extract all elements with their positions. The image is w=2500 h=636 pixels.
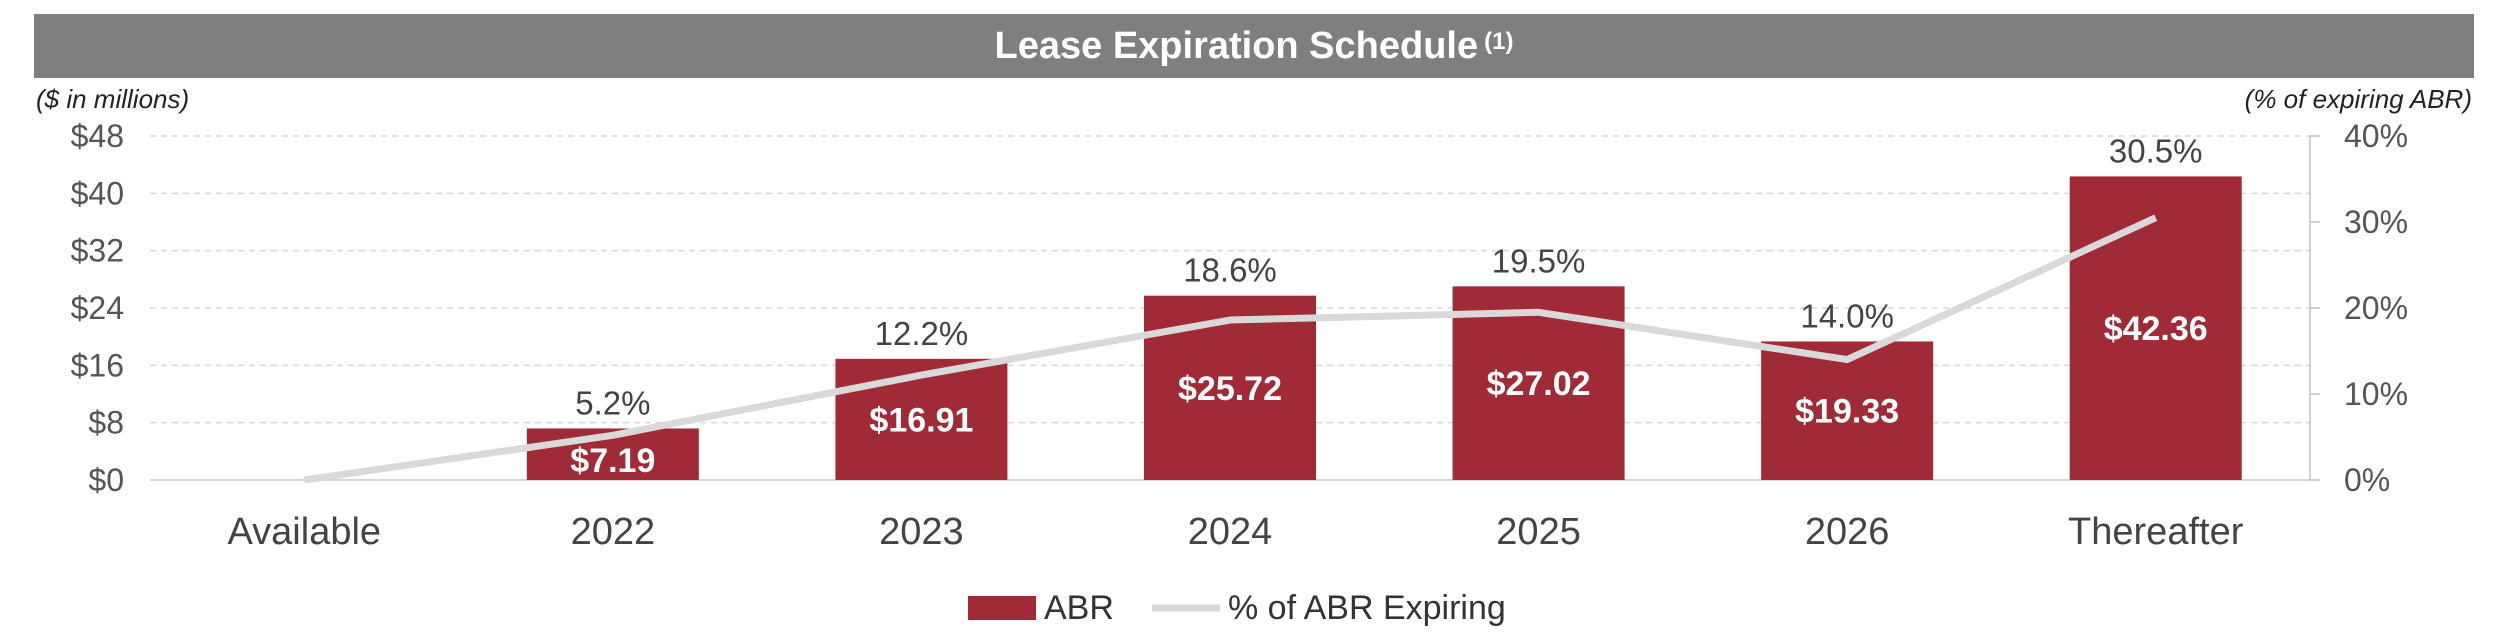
chart-title-bar: Lease Expiration Schedule (1) xyxy=(34,14,2474,78)
pct-value-labels: 5.2% 12.2% 18.6% 19.5% 14.0% 30.5% xyxy=(575,132,2202,421)
bar-thereafter xyxy=(2069,176,2242,481)
right-tick-label: 10% xyxy=(2344,376,2408,412)
left-tick-label: $32 xyxy=(71,233,124,269)
bar-value-label: $16.91 xyxy=(869,401,973,439)
pct-line-series xyxy=(303,214,2158,484)
bar-2024 xyxy=(1144,295,1316,480)
legend-pct-label: % of ABR Expiring xyxy=(1228,589,1506,627)
abr-value-labels: $7.19 $16.91 $25.72 $27.02 $19.33 $42.36 xyxy=(570,310,2207,480)
bar-value-label: $25.72 xyxy=(1178,370,1282,408)
abr-bars xyxy=(526,176,2242,481)
left-axis-unit-label: ($ in millions) xyxy=(36,84,190,114)
pct-line xyxy=(303,214,2158,484)
bar-2026 xyxy=(1761,341,1934,480)
right-axis-unit-label: (% of expiring ABR) xyxy=(2244,84,2472,114)
right-tick-label: 20% xyxy=(2344,290,2408,326)
legend: ABR % of ABR Expiring xyxy=(968,589,1506,627)
pct-value-label: 14.0% xyxy=(1800,297,1894,334)
bar-2023 xyxy=(835,358,1008,480)
bar-value-label: $7.19 xyxy=(570,442,655,480)
legend-abr-swatch xyxy=(968,596,1036,620)
bar-value-label: $19.33 xyxy=(1795,393,1899,431)
right-tick-label: 0% xyxy=(2344,462,2390,498)
pct-value-label: 19.5% xyxy=(1492,242,1586,279)
left-axis-ticks: $0 $8 $16 $24 $32 $40 $48 xyxy=(71,118,124,498)
category-label: 2022 xyxy=(571,511,656,553)
chart-title: Lease Expiration Schedule xyxy=(994,24,1479,67)
pct-value-label: 12.2% xyxy=(875,315,969,352)
left-tick-label: $8 xyxy=(88,405,124,441)
category-label: 2023 xyxy=(879,511,964,553)
bar-value-label: $27.02 xyxy=(1487,365,1591,403)
category-label: Thereafter xyxy=(2068,511,2244,553)
right-axis-ticks: 0% 10% 20% 30% 40% xyxy=(2309,118,2408,498)
bar-value-label: $42.36 xyxy=(2104,310,2208,348)
pct-value-label: 5.2% xyxy=(575,384,650,421)
left-tick-label: $24 xyxy=(71,290,124,326)
left-tick-label: $16 xyxy=(71,347,124,383)
right-tick-label: 30% xyxy=(2344,204,2408,240)
pct-value-label: 30.5% xyxy=(2109,132,2203,169)
pct-value-label: 18.6% xyxy=(1183,252,1277,289)
left-tick-label: $48 xyxy=(71,118,124,154)
chart-title-footnote: (1) xyxy=(1484,28,1514,55)
left-tick-label: $0 xyxy=(88,462,124,498)
legend-abr-label: ABR xyxy=(1044,589,1114,627)
category-label: 2026 xyxy=(1805,511,1890,553)
category-label: Available xyxy=(228,511,382,553)
right-tick-label: 40% xyxy=(2344,118,2408,154)
category-label: 2024 xyxy=(1188,511,1273,553)
left-tick-label: $40 xyxy=(71,175,124,211)
category-labels: Available 2022 2023 2024 2025 2026 Thereafter xyxy=(228,511,2244,553)
category-label: 2025 xyxy=(1496,511,1581,553)
